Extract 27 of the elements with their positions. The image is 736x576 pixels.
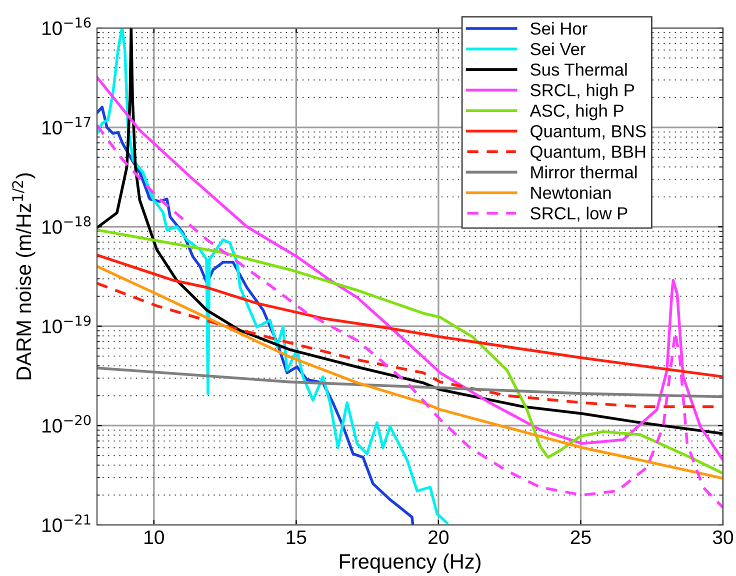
legend-label: Sei Ver bbox=[530, 42, 586, 56]
y-tick-label: 10$^{−21}$ bbox=[42, 514, 90, 532]
legend-label: SRCL, low P bbox=[530, 206, 628, 222]
line-series bbox=[97, 366, 723, 398]
y-axis-title: DARM noise (m/Hz$^{1/2}$) bbox=[12, 173, 36, 380]
y-tick-label: 10$^{−17}$ bbox=[42, 116, 90, 135]
line-series bbox=[97, 228, 723, 475]
line-series bbox=[97, 264, 723, 480]
legend-label: Quantum, BNS bbox=[530, 125, 646, 140]
x-axis-title: Frequency (Hz) bbox=[340, 554, 480, 573]
line-series bbox=[97, 254, 723, 378]
legend-label: Sei Hor bbox=[530, 22, 588, 35]
x-tick-label: 20 bbox=[428, 530, 449, 544]
y-tick-label: 10$^{−19}$ bbox=[42, 316, 91, 334]
x-tick-label: 10 bbox=[144, 530, 164, 544]
legend-label: SRCL, high P bbox=[530, 84, 634, 100]
legend-label: Newtonian bbox=[531, 186, 611, 199]
y-tick-label: 10$^{−20}$ bbox=[42, 414, 91, 433]
x-tick-label: 15 bbox=[286, 530, 306, 544]
legend-label: ASC, high P bbox=[530, 104, 624, 120]
x-tick-label: 30 bbox=[712, 530, 734, 544]
legend-label: Quantum, BBH bbox=[530, 146, 646, 162]
x-tick-label: 25 bbox=[570, 530, 591, 544]
y-tick-label: 10$^{−18}$ bbox=[42, 216, 91, 234]
legend-label: Sus Thermal bbox=[530, 63, 627, 76]
legend-label: Mirror thermal bbox=[531, 166, 637, 178]
y-tick-label: 10$^{−16}$ bbox=[42, 17, 91, 36]
